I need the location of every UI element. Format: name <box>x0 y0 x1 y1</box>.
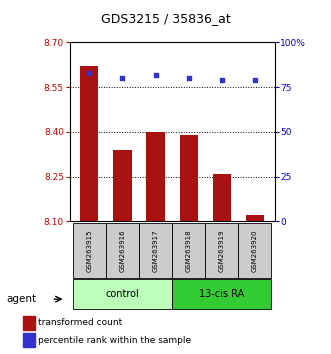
Bar <box>238 223 271 278</box>
Bar <box>213 173 231 221</box>
Text: GSM263920: GSM263920 <box>252 229 258 272</box>
Bar <box>146 132 165 221</box>
Text: 13-cis RA: 13-cis RA <box>199 289 244 299</box>
Text: percentile rank within the sample: percentile rank within the sample <box>38 336 192 345</box>
Bar <box>23 333 35 348</box>
Text: GSM263918: GSM263918 <box>186 229 192 272</box>
Bar <box>205 223 238 278</box>
Text: GSM263915: GSM263915 <box>86 229 92 272</box>
Bar <box>179 135 198 221</box>
Bar <box>106 223 139 278</box>
Point <box>252 77 258 83</box>
Bar <box>172 279 271 309</box>
Bar <box>73 223 106 278</box>
Point <box>120 75 125 81</box>
Text: GSM263916: GSM263916 <box>119 229 125 272</box>
Point <box>153 72 158 78</box>
Bar <box>80 66 98 221</box>
Text: GDS3215 / 35836_at: GDS3215 / 35836_at <box>101 12 230 25</box>
Bar <box>73 279 172 309</box>
Bar <box>172 223 205 278</box>
Text: GSM263919: GSM263919 <box>219 229 225 272</box>
Text: transformed count: transformed count <box>38 319 123 327</box>
Bar <box>23 316 35 330</box>
Bar <box>246 215 264 221</box>
Text: GSM263917: GSM263917 <box>153 229 159 272</box>
Point <box>186 75 191 81</box>
Point <box>87 70 92 76</box>
Bar <box>139 223 172 278</box>
Point <box>219 77 224 83</box>
Text: agent: agent <box>7 294 37 304</box>
Bar <box>113 150 131 221</box>
Text: control: control <box>106 289 139 299</box>
